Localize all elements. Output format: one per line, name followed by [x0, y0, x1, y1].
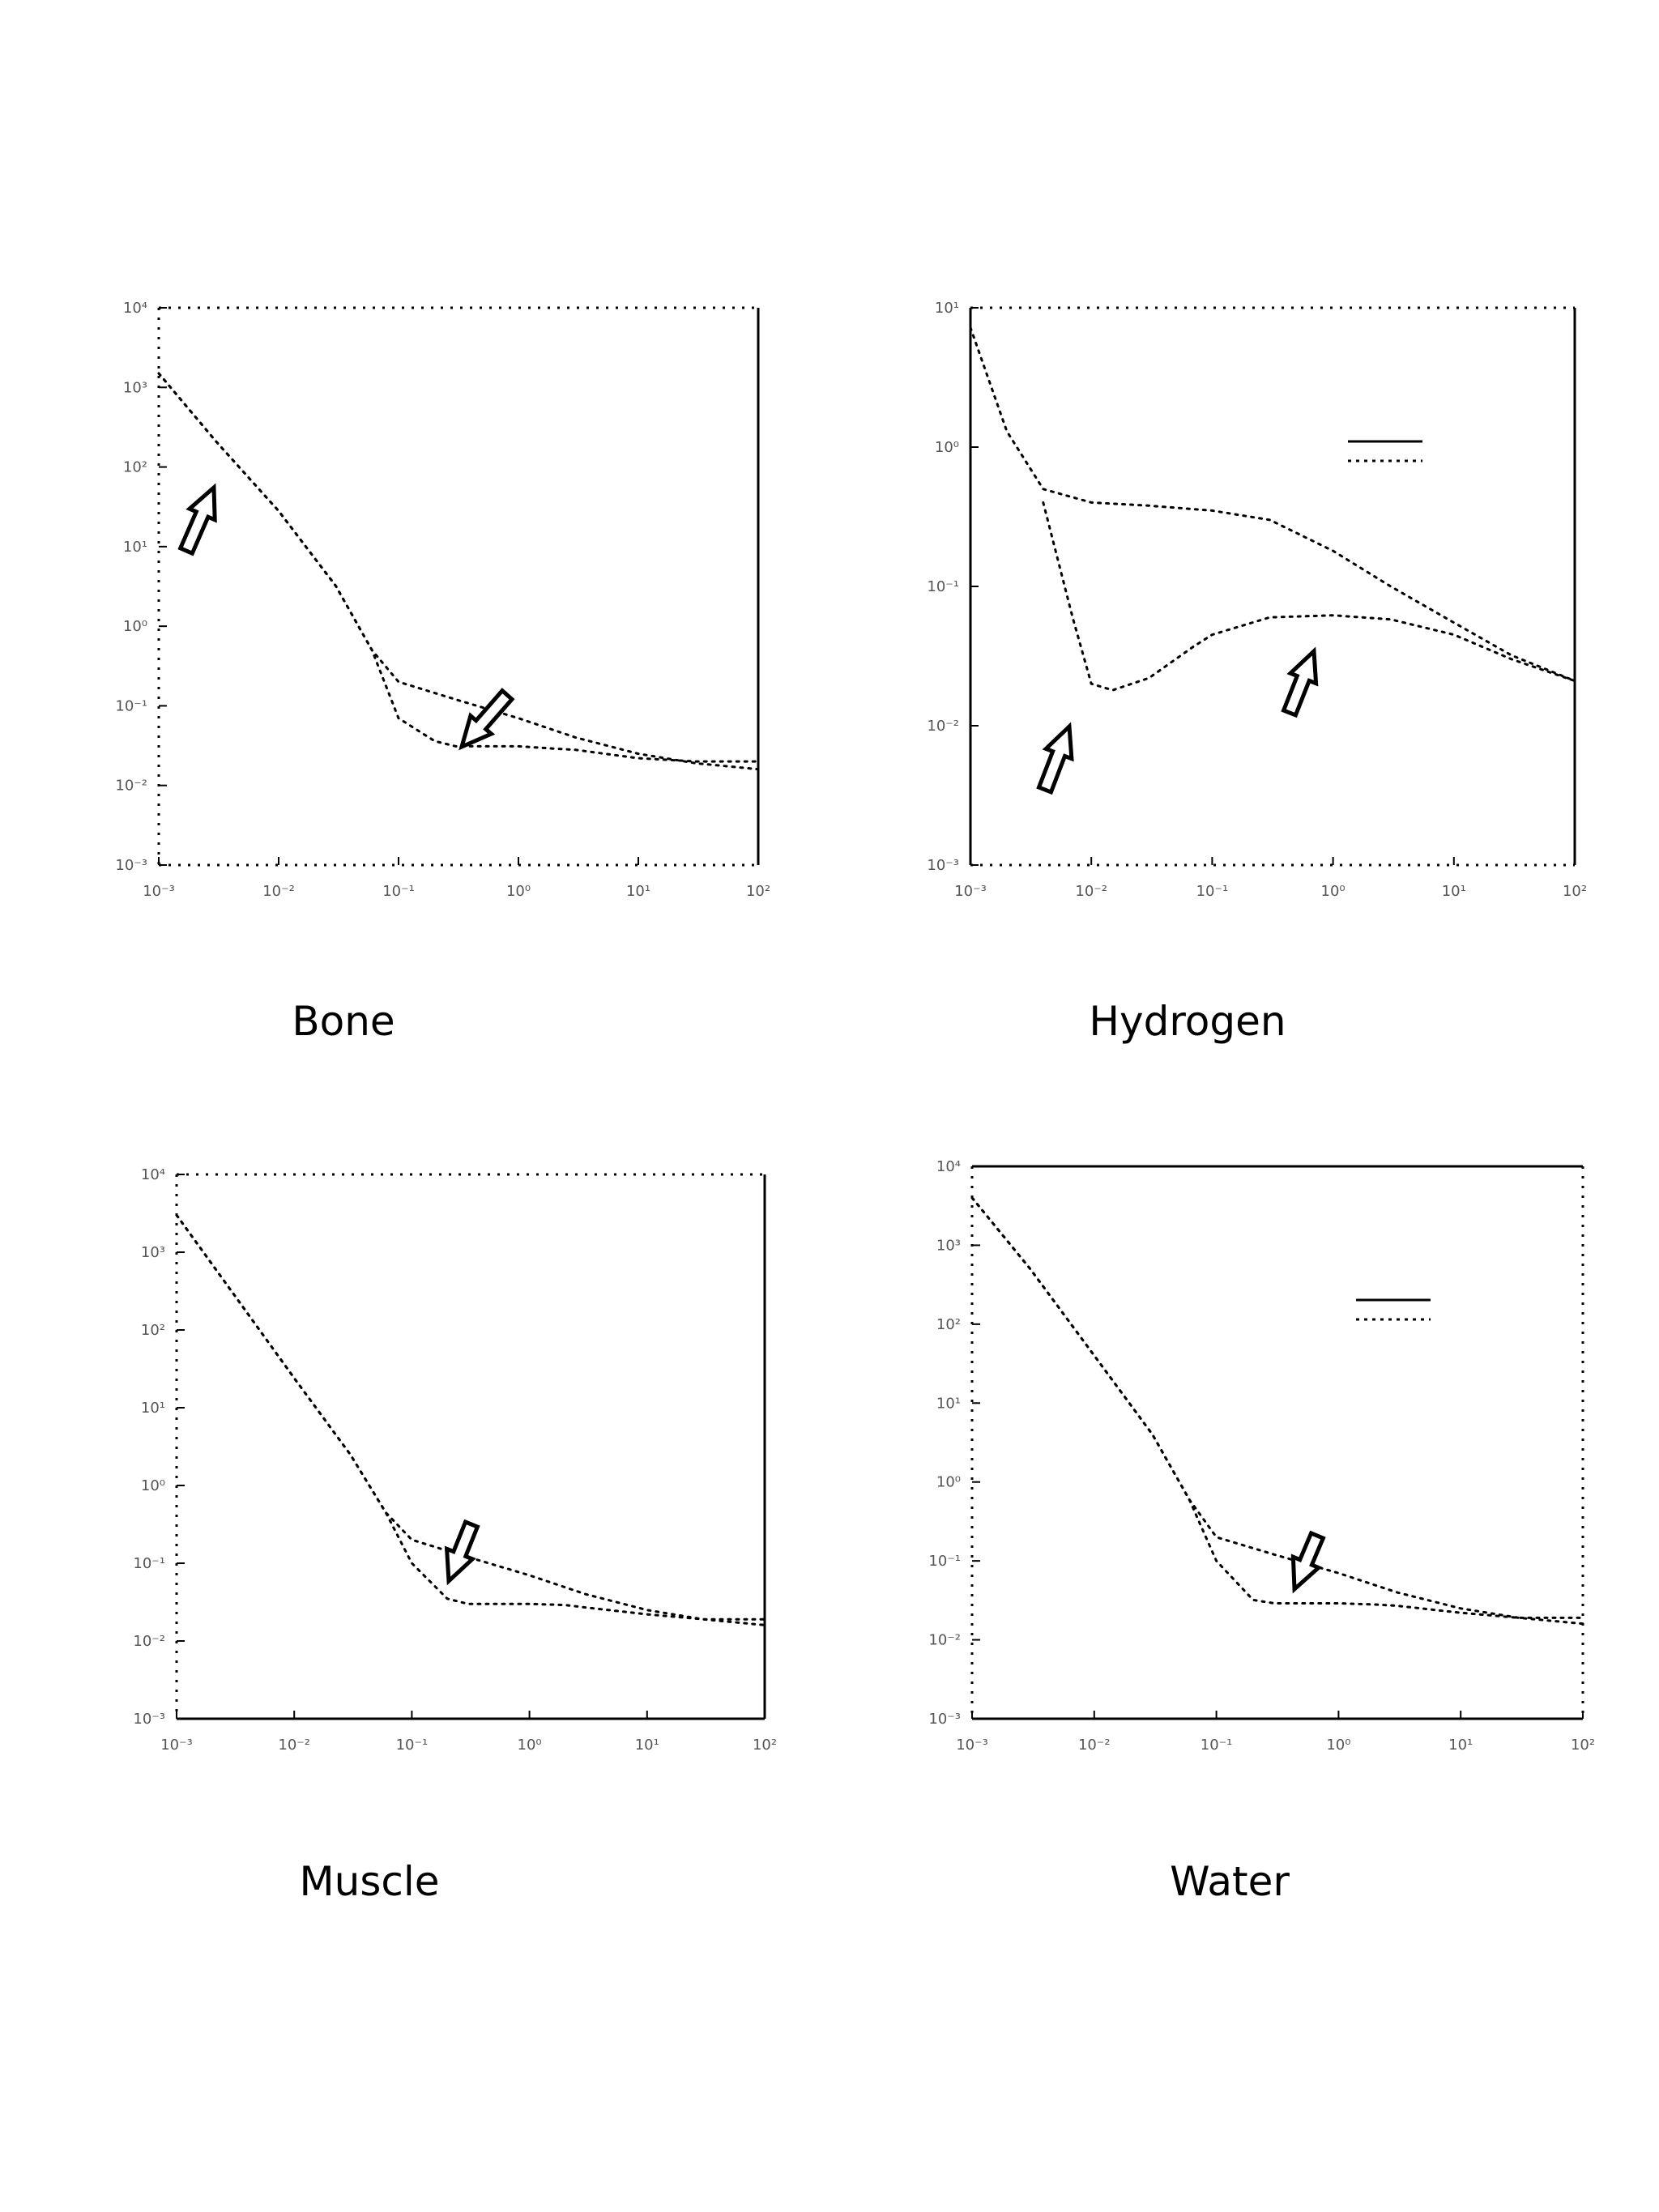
x-tick-label: 10¹: [635, 1737, 659, 1754]
y-tick-label: 10⁻²: [133, 1633, 165, 1650]
chart-panel-muscle: 10⁻³ 10⁻² 10⁻¹ 10⁰ 10¹ 10² 10⁴ 10³ 10² 10¹ 10⁰ 10⁻¹…: [0, 859, 830, 1905]
series-line-2: [1042, 501, 1576, 692]
y-tick-label: 10¹: [936, 1395, 961, 1412]
x-tick-label: 10⁻¹: [1196, 883, 1229, 900]
y-tick-label: 10⁻³: [928, 1711, 961, 1728]
muscle-caption: Muscle: [299, 1858, 440, 1905]
hydrogen-chart-svg: 10⁻³ 10⁻² 10⁻¹ 10⁰ 10¹ 10² 10¹ 10⁰ 10⁻¹ 10⁻² 10⁻³: [927, 300, 1587, 900]
x-tick-label: 10⁻²: [262, 883, 295, 900]
x-tick-label: 10⁻³: [160, 1737, 193, 1754]
y-tick-label: 10⁰: [141, 1477, 165, 1494]
y-tick-label: 10⁻³: [133, 1711, 165, 1728]
series-line-1: [175, 1213, 766, 1626]
bone-caption: Bone: [292, 998, 395, 1045]
hydrogen-caption: Hydrogen: [1089, 998, 1286, 1045]
water-caption: Water: [1170, 1858, 1290, 1905]
series-line-1: [970, 1196, 1584, 1626]
x-tick-label: 10⁰: [1321, 883, 1346, 900]
y-tick-label: 10⁴: [936, 1158, 961, 1175]
chart-panel-hydrogen: 10⁻³ 10⁻² 10⁻¹ 10⁰ 10¹ 10² 10¹ 10⁰ 10⁻¹ 10⁻² 10⁻³ …: [830, 0, 1659, 1045]
y-tick-label: 10³: [141, 1244, 165, 1261]
x-tick-label: 10⁻¹: [382, 883, 415, 900]
y-tick-label: 10⁻¹: [927, 578, 959, 595]
series-line-2: [970, 1196, 1584, 1619]
y-tick-label: 10²: [123, 459, 147, 476]
x-tick-label: 10⁰: [1326, 1737, 1350, 1754]
annotation-arrow-1: [1290, 1530, 1326, 1594]
x-tick-label: 10⁻²: [278, 1737, 310, 1754]
y-tick-label: 10⁻¹: [115, 697, 147, 714]
y-tick-label: 10²: [936, 1316, 961, 1333]
series-line-1: [157, 372, 760, 771]
series-line-1: [969, 326, 1576, 683]
chart-panel-bone: 10⁻³ 10⁻² 10⁻¹ 10⁰ 10¹ 10² 10⁴ 10³ 10² 10¹ 10⁰ 10⁻¹…: [0, 0, 830, 1045]
y-tick-label: 10⁻³: [115, 857, 147, 874]
x-tick-label: 10¹: [1448, 1737, 1473, 1754]
y-tick-label: 10⁻²: [928, 1632, 961, 1649]
annotation-arrow-1: [444, 1519, 480, 1586]
x-tick-label: 10⁻²: [1075, 883, 1107, 900]
annotation-arrow-2: [1281, 646, 1319, 718]
y-tick-label: 10⁻¹: [133, 1555, 165, 1572]
y-tick-label: 10⁰: [935, 439, 959, 456]
x-tick-label: 10⁻³: [954, 883, 987, 900]
series-line-2: [157, 372, 760, 763]
x-tick-label: 10⁻¹: [396, 1737, 429, 1754]
x-tick-label: 10¹: [626, 883, 650, 900]
x-tick-label: 10⁻³: [143, 883, 175, 900]
annotation-arrow-1: [177, 483, 217, 556]
y-tick-label: 10¹: [123, 539, 147, 556]
x-tick-label: 10²: [1563, 883, 1587, 900]
y-tick-label: 10⁴: [123, 300, 147, 317]
y-tick-label: 10²: [141, 1322, 165, 1339]
x-tick-label: 10²: [746, 883, 770, 900]
y-tick-label: 10⁰: [123, 618, 147, 635]
y-tick-label: 10³: [936, 1237, 961, 1254]
x-tick-label: 10⁻²: [1078, 1737, 1111, 1754]
y-tick-label: 10³: [123, 379, 147, 396]
x-tick-label: 10⁻¹: [1201, 1737, 1233, 1754]
y-tick-label: 10¹: [935, 300, 959, 317]
y-tick-label: 10⁴: [141, 1166, 165, 1183]
chart-panel-water: 10⁻³ 10⁻² 10⁻¹ 10⁰ 10¹ 10² 10⁴ 10³ 10² 10¹ 10⁰ 10⁻¹…: [830, 859, 1659, 1905]
y-tick-label: 10¹: [141, 1400, 165, 1417]
x-tick-label: 10⁰: [518, 1737, 542, 1754]
annotation-arrow-2: [458, 688, 515, 751]
y-tick-label: 10⁻³: [927, 857, 959, 874]
annotation-arrow-1: [1036, 722, 1074, 795]
x-tick-label: 10²: [1571, 1737, 1595, 1754]
x-tick-label: 10⁰: [506, 883, 531, 900]
y-tick-label: 10⁻²: [115, 778, 147, 795]
x-tick-label: 10¹: [1442, 883, 1466, 900]
muscle-chart-svg: 10⁻³ 10⁻² 10⁻¹ 10⁰ 10¹ 10² 10⁴ 10³ 10² 10¹ 10⁰ 10⁻¹…: [133, 1166, 777, 1754]
x-tick-label: 10⁻³: [956, 1737, 988, 1754]
x-tick-label: 10²: [753, 1737, 777, 1754]
water-chart-svg: 10⁻³ 10⁻² 10⁻¹ 10⁰ 10¹ 10² 10⁴ 10³ 10² 10¹ 10⁰ 10⁻¹…: [928, 1158, 1595, 1754]
y-tick-label: 10⁻¹: [928, 1553, 961, 1570]
bone-chart-svg: 10⁻³ 10⁻² 10⁻¹ 10⁰ 10¹ 10² 10⁴ 10³ 10² 10¹ 10⁰ 10⁻¹…: [115, 300, 770, 900]
y-tick-label: 10⁰: [936, 1474, 961, 1491]
y-tick-label: 10⁻²: [927, 718, 959, 735]
